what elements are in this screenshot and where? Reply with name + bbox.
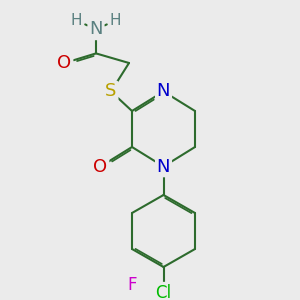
- Text: N: N: [157, 82, 170, 100]
- Text: H: H: [110, 13, 121, 28]
- Text: N: N: [89, 20, 103, 38]
- Text: S: S: [105, 82, 117, 100]
- Text: H: H: [71, 13, 82, 28]
- Text: N: N: [157, 158, 170, 175]
- Text: Cl: Cl: [155, 284, 172, 300]
- Text: F: F: [127, 276, 137, 294]
- Text: O: O: [57, 54, 72, 72]
- Text: O: O: [93, 158, 108, 175]
